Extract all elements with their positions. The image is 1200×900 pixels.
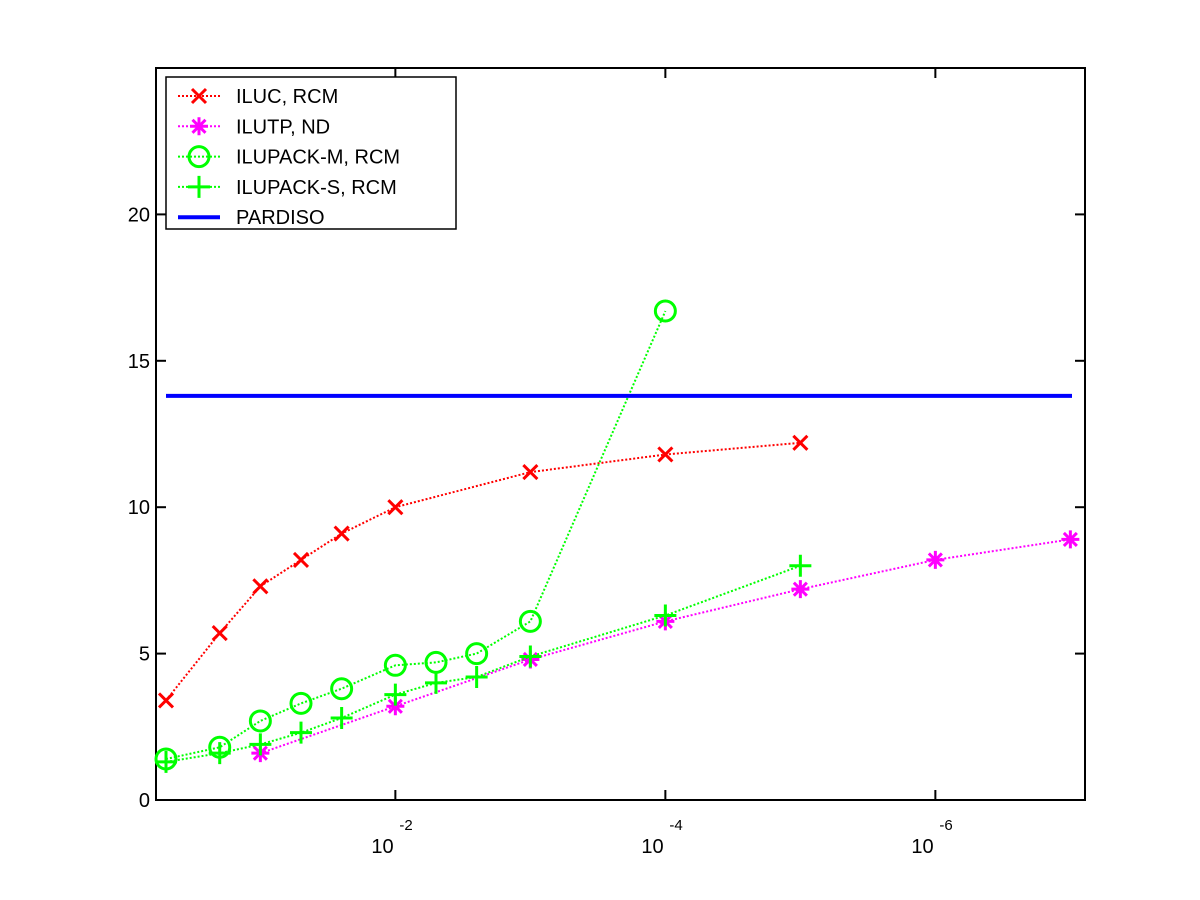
data-point — [518, 609, 542, 633]
legend-marker — [190, 117, 208, 136]
data-series — [154, 299, 1080, 773]
x-tick-label-exp: -6 — [939, 817, 952, 834]
legend-marker — [188, 175, 210, 198]
data-point — [386, 697, 405, 716]
legend: ILUC, RCM ILUTP, ND ILUPACK-M, RCM ILUPACK-… — [165, 76, 457, 230]
data-point — [425, 671, 447, 694]
data-point — [1061, 530, 1080, 549]
legend-item: ILUPACK-S, RCM — [178, 175, 397, 199]
data-point — [519, 645, 542, 668]
data-point — [333, 525, 350, 542]
legend-label: PARDISO — [236, 207, 325, 229]
legend-marker — [187, 145, 211, 169]
data-point — [384, 683, 407, 706]
legend-label: ILUC, RCM — [236, 86, 338, 108]
data-point — [465, 642, 489, 666]
x-tick-label-base: 10 — [641, 836, 663, 858]
legend-label: ILUPACK-S, RCM — [236, 177, 397, 199]
y-tick-label: 20 — [128, 204, 150, 226]
data-point — [208, 742, 231, 765]
x-tick-label-base: 10 — [911, 836, 933, 858]
x-tick-label-exp: -4 — [669, 817, 682, 834]
legend-label: ILUPACK-M, RCM — [236, 147, 400, 169]
y-tick-label: 10 — [128, 497, 150, 519]
legend-label: ILUTP, ND — [236, 116, 330, 138]
y-tick-label: 0 — [139, 790, 150, 812]
data-point — [330, 707, 353, 730]
data-point — [252, 578, 269, 595]
data-point — [791, 580, 810, 599]
y-tick-label: 5 — [139, 644, 150, 666]
legend-marker — [190, 87, 208, 105]
data-point — [249, 733, 272, 756]
axis-ticks: 0 5 10 15 20 10 -2 10 -4 10 -6 — [128, 68, 1085, 858]
legend-box — [165, 76, 457, 230]
data-point — [387, 499, 404, 516]
y-tick-label: 15 — [128, 351, 150, 373]
series-1 — [157, 434, 809, 709]
data-point — [465, 666, 488, 689]
x-tick-label-exp: -2 — [399, 817, 412, 834]
legend-item: ILUPACK-M, RCM — [178, 145, 400, 169]
legend-item: PARDISO — [178, 207, 325, 229]
data-point — [522, 464, 539, 481]
data-point — [383, 653, 407, 677]
series-line — [165, 310, 667, 760]
series-4 — [155, 554, 812, 773]
data-point — [211, 625, 228, 642]
data-point — [926, 550, 945, 569]
data-point — [792, 434, 809, 451]
data-point — [289, 691, 313, 715]
data-point — [155, 750, 177, 773]
series-3 — [154, 299, 677, 771]
data-point — [248, 709, 272, 733]
data-point — [330, 677, 354, 701]
legend-item: ILUTP, ND — [178, 116, 330, 138]
data-point — [157, 692, 175, 709]
data-point — [290, 721, 312, 744]
data-point — [292, 551, 310, 568]
data-point — [657, 446, 674, 463]
data-point — [653, 299, 677, 323]
data-point — [789, 554, 812, 577]
data-point — [654, 604, 677, 627]
legend-item: ILUC, RCM — [178, 86, 338, 108]
x-tick-label-base: 10 — [371, 836, 393, 858]
